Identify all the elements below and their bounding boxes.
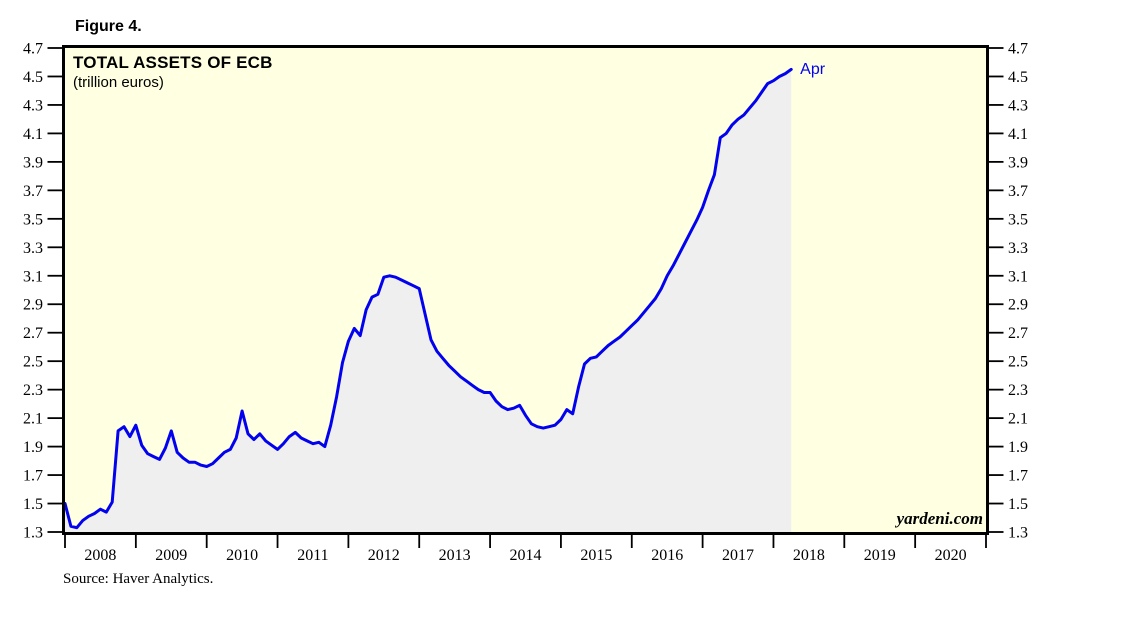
y-axis-label-right: 3.7 [1008, 183, 1028, 200]
last-point-annotation: Apr [800, 61, 826, 79]
y-axis-label-left: 1.3 [23, 525, 43, 542]
y-axis-label-right: 3.1 [1008, 268, 1028, 285]
y-axis-label-left: 2.5 [23, 354, 43, 371]
source-note: Source: Haver Analytics. [63, 571, 214, 587]
y-axis-label-right: 3.5 [1008, 211, 1028, 228]
x-axis-label: 2012 [368, 547, 400, 564]
chart-canvas: 1.3 1.3 1.5 1.5 1.7 1.7 1.9 1.9 2.1 2.1 2.3 2.3 2.5 2… [23, 41, 1028, 565]
watermark: yardeni.com [896, 509, 983, 528]
y-axis-label-right: 3.3 [1008, 240, 1028, 257]
y-axis-label-right: 1.7 [1008, 468, 1028, 485]
figure-label: Figure 4. [75, 18, 142, 35]
x-axis-label: 2015 [580, 547, 612, 564]
y-axis-label-left: 2.7 [23, 325, 43, 342]
y-axis-label-right: 4.1 [1008, 126, 1028, 143]
x-axis-label: 2016 [651, 547, 683, 564]
x-axis-label: 2020 [935, 547, 967, 564]
y-axis-label-right: 1.5 [1008, 496, 1028, 513]
y-axis-label-left: 3.1 [23, 268, 43, 285]
y-axis-label-left: 1.7 [23, 468, 43, 485]
chart-subtitle: (trillion euros) [73, 74, 164, 91]
x-axis-label: 2019 [864, 547, 896, 564]
y-axis-label-left: 2.1 [23, 411, 43, 428]
y-axis-label-left: 2.3 [23, 382, 43, 399]
y-axis-label-right: 2.3 [1008, 382, 1028, 399]
area-fill [65, 69, 792, 533]
y-axis-label-right: 1.3 [1008, 525, 1028, 542]
x-axis-label: 2014 [510, 547, 542, 564]
y-axis-label-left: 4.7 [23, 41, 43, 58]
y-axis-label-right: 4.7 [1008, 41, 1028, 58]
y-axis-label-right: 1.9 [1008, 439, 1028, 456]
y-axis-label-left: 3.9 [23, 154, 43, 171]
chart-title: TOTAL ASSETS OF ECB [73, 53, 273, 72]
y-axis-label-left: 4.1 [23, 126, 43, 143]
y-axis-label-right: 2.5 [1008, 354, 1028, 371]
y-axis-label-left: 3.3 [23, 240, 43, 257]
x-axis-label: 2018 [793, 547, 825, 564]
y-axis-label-left: 1.5 [23, 496, 43, 513]
x-axis-label: 2011 [297, 547, 328, 564]
y-axis-label-right: 4.3 [1008, 97, 1028, 114]
x-axis-label: 2008 [84, 547, 116, 564]
y-axis-label-left: 3.5 [23, 211, 43, 228]
x-axis-label: 2013 [439, 547, 471, 564]
y-axis-label-left: 1.9 [23, 439, 43, 456]
y-axis-label-right: 2.1 [1008, 411, 1028, 428]
x-axis-label: 2017 [722, 547, 754, 564]
data-line [63, 67, 793, 530]
plot-border [62, 45, 989, 535]
y-axis-label-right: 3.9 [1008, 154, 1028, 171]
y-axis-label-right: 4.5 [1008, 69, 1028, 86]
x-axis-label: 2009 [155, 547, 187, 564]
x-axis-label: 2010 [226, 547, 258, 564]
y-axis-label-right: 2.7 [1008, 325, 1028, 342]
y-axis-label-right: 2.9 [1008, 297, 1028, 314]
y-axis-label-left: 2.9 [23, 297, 43, 314]
y-axis-label-left: 3.7 [23, 183, 43, 200]
y-axis-label-left: 4.3 [23, 97, 43, 114]
y-axis-label-left: 4.5 [23, 69, 43, 86]
